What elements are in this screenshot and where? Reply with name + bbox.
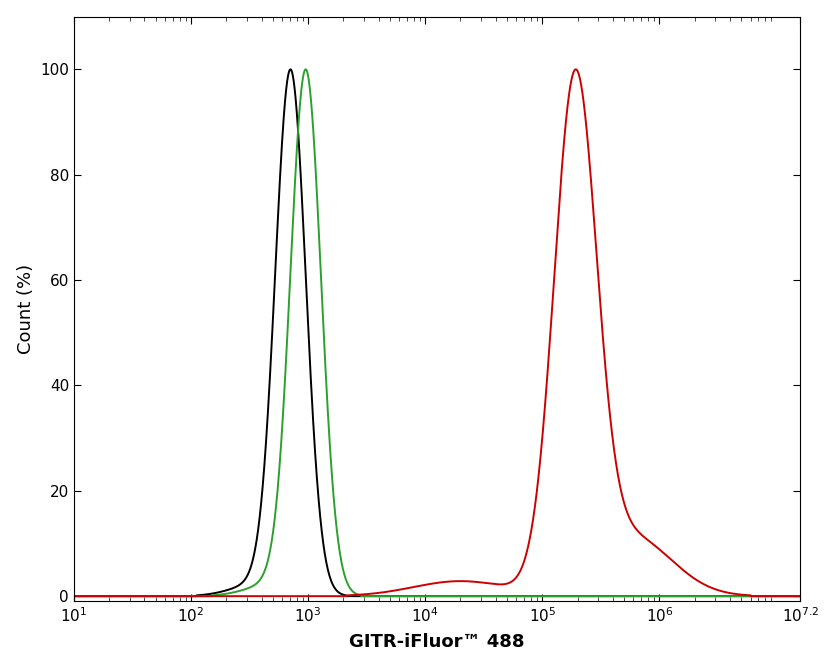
- Y-axis label: Count (%): Count (%): [17, 264, 35, 354]
- X-axis label: GITR-iFluor™ 488: GITR-iFluor™ 488: [349, 633, 524, 651]
